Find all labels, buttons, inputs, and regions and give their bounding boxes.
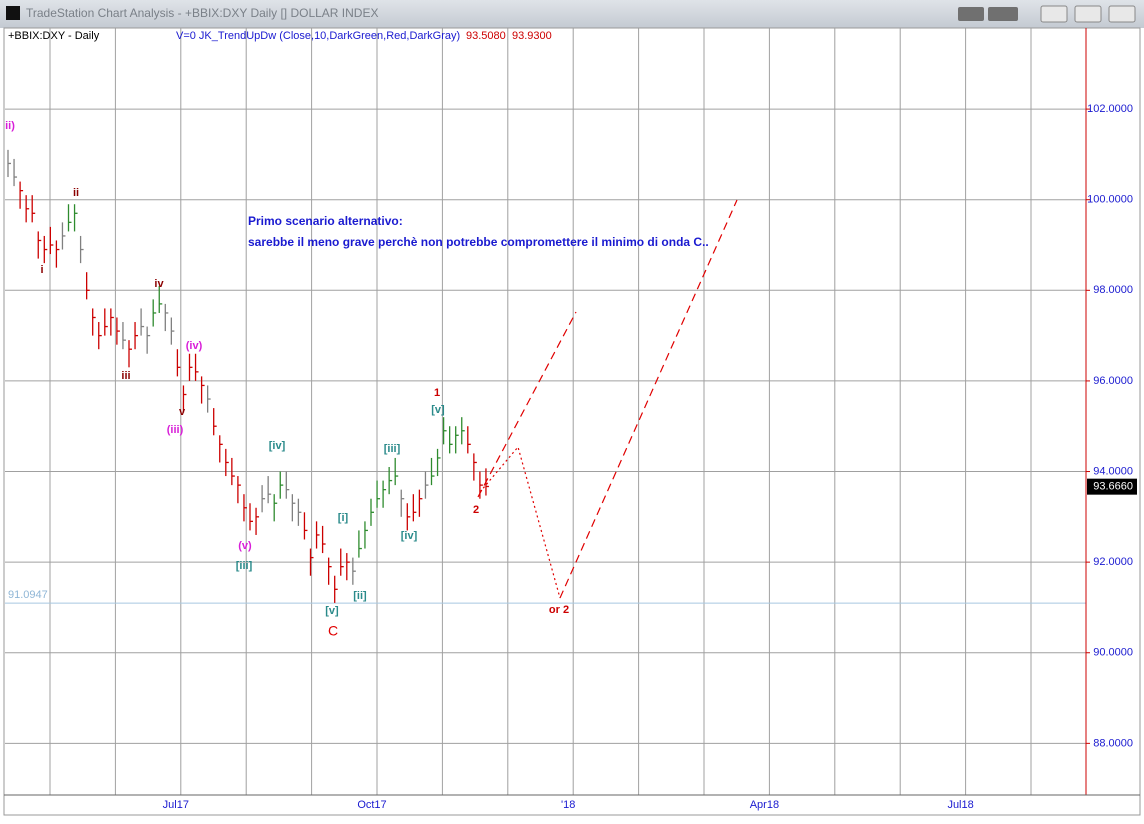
x-tick-label: Jul18 <box>947 799 973 811</box>
last-price-box <box>1087 478 1137 495</box>
x-tick-label: Apr18 <box>750 799 779 811</box>
wave-label: [ii] <box>353 590 367 602</box>
wave-label: iv <box>154 278 164 290</box>
wave-label: v <box>179 406 186 418</box>
menu-button[interactable] <box>988 7 1018 21</box>
wave-label: (v) <box>238 540 252 552</box>
x-tick-label: Jul17 <box>163 799 189 811</box>
wave-label: i <box>40 264 43 276</box>
x-tick-label: Oct17 <box>357 799 386 811</box>
low-line-label: 91.0947 <box>8 589 48 601</box>
wave-label: 2 <box>473 504 479 516</box>
wave-label: (iv) <box>186 340 203 352</box>
indicator-value: 93.5080 <box>466 30 506 42</box>
wave-label: [iv] <box>401 530 418 542</box>
wave-label: 1 <box>434 387 440 399</box>
wave-label: [iv] <box>269 440 286 452</box>
s-button[interactable] <box>958 7 984 21</box>
wave-label: [v] <box>431 404 445 416</box>
wave-label: C <box>328 623 338 639</box>
y-tick-label: 92.0000 <box>1093 556 1133 568</box>
title-bar <box>0 0 1144 28</box>
projection-line <box>477 311 577 498</box>
y-tick-label: 102.0000 <box>1087 103 1133 115</box>
indicator-value: 93.9300 <box>512 30 552 42</box>
wave-label: ii) <box>5 120 15 132</box>
minimize-button[interactable] <box>1040 5 1068 23</box>
y-tick-label: 90.0000 <box>1093 647 1133 659</box>
maximize-button[interactable] <box>1074 5 1102 23</box>
note-line: Primo scenario alternativo: <box>248 214 403 228</box>
wave-label: iii <box>121 370 130 382</box>
y-tick-label: 96.0000 <box>1093 375 1133 387</box>
app-icon <box>6 6 20 20</box>
y-tick-label: 98.0000 <box>1093 284 1133 296</box>
wave-label: ii <box>73 187 79 199</box>
x-tick-label: '18 <box>561 799 575 811</box>
y-tick-label: 88.0000 <box>1093 737 1133 749</box>
y-tick-label: 94.0000 <box>1093 465 1133 477</box>
wave-label: [i] <box>338 512 349 524</box>
window-title: TradeStation Chart Analysis - +BBIX:DXY … <box>26 6 378 20</box>
last-price-label: 93.6660 <box>1093 481 1133 493</box>
close-button[interactable] <box>1108 5 1136 23</box>
symbol-label: +BBIX:DXY - Daily <box>8 30 100 42</box>
indicator-label: V=0 JK_TrendUpDw (Close,10,DarkGreen,Red… <box>176 30 460 42</box>
wave-label: [v] <box>325 605 339 617</box>
wave-label: [iii] <box>384 443 401 455</box>
wave-label: [iii] <box>236 560 253 572</box>
projection-line <box>559 199 738 599</box>
wave-label: (iii) <box>167 424 184 436</box>
y-tick-label: 100.0000 <box>1087 194 1133 206</box>
note-line: sarebbe il meno grave perchè non potrebb… <box>248 235 709 249</box>
plot-frame <box>3 27 1141 816</box>
wave-label: or 2 <box>549 604 569 616</box>
